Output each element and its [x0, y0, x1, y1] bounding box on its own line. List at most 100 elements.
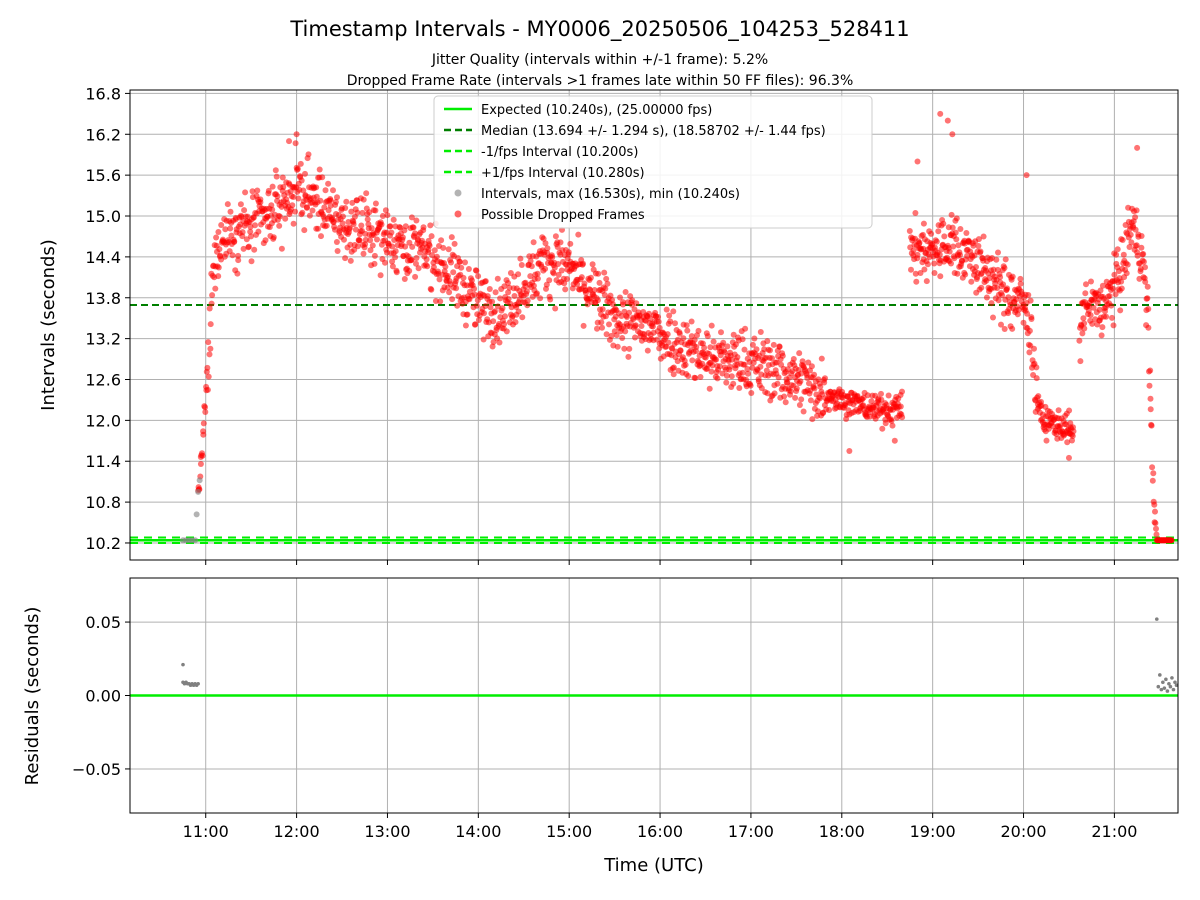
x-tick-label: 15:00: [546, 822, 592, 841]
residuals-points: [181, 617, 1179, 693]
dropped-frame-point: [1148, 422, 1155, 429]
dropped-frame-point: [646, 310, 652, 317]
dropped-frame-point: [953, 215, 960, 222]
dropped-frame-point: [806, 380, 812, 387]
dropped-frame-point: [1145, 324, 1152, 331]
dropped-frame-point: [970, 242, 977, 249]
dropped-frame-point: [352, 226, 359, 233]
dropped-frame-point: [350, 221, 357, 228]
dropped-frame-point: [1111, 271, 1118, 278]
legend-dropped-label: Possible Dropped Frames: [481, 208, 645, 223]
dropped-frame-point: [528, 263, 535, 270]
dropped-frame-point: [254, 187, 261, 194]
dropped-frame-point: [349, 199, 356, 206]
dropped-frame-point: [878, 390, 884, 397]
dropped-frame-point: [305, 151, 312, 158]
dropped-frame-point: [204, 386, 211, 393]
intervals-y-tick-label: 15.6: [85, 166, 121, 185]
residual-point: [1159, 687, 1164, 692]
dropped-frame-point: [1119, 237, 1126, 243]
dropped-frame-point: [1140, 251, 1147, 257]
dropped-frame-point: [334, 194, 340, 201]
dropped-frame-point: [227, 225, 234, 232]
residual-point: [196, 681, 200, 686]
dropped-frame-point: [489, 343, 496, 350]
dropped-frame-point: [426, 242, 433, 249]
dropped-frame-point: [790, 356, 797, 362]
dropped-frame-point: [456, 258, 463, 265]
dropped-frame-point: [866, 413, 873, 420]
dropped-frame-point: [608, 332, 615, 339]
legend-intervals-label: Intervals, max (16.530s), min (10.240s): [481, 187, 740, 202]
dropped-frame-point: [249, 188, 256, 195]
dropped-frame-point: [534, 275, 541, 282]
dropped-frame-point: [764, 338, 771, 345]
residual-point: [1174, 683, 1179, 688]
dropped-frame-point: [589, 261, 596, 268]
dropped-frame-point: [739, 336, 746, 343]
dropped-frame-point: [301, 227, 308, 234]
dropped-frame-point: [322, 187, 329, 194]
dropped-frame-point: [490, 318, 497, 325]
dropped-frame-point: [567, 240, 574, 247]
dropped-frame-point: [581, 280, 588, 287]
dropped-frame-point: [779, 352, 786, 359]
dropped-frame-point: [769, 355, 775, 362]
dropped-frame-point: [245, 243, 252, 250]
dropped-frame-point: [523, 288, 530, 295]
dropped-frame-point: [319, 174, 326, 181]
dropped-frame-point: [482, 303, 489, 309]
dropped-frame-point: [248, 258, 255, 265]
residual-point: [1161, 680, 1165, 685]
dropped-frame-point: [565, 249, 572, 256]
dropped-frame-point: [389, 243, 396, 250]
dropped-frame-point: [656, 324, 663, 331]
dropped-frame-point: [767, 347, 773, 354]
dropped-frame-point: [392, 248, 399, 255]
dropped-frame-point: [620, 301, 626, 308]
dropped-frame-point: [603, 331, 610, 338]
dropped-frame-point: [1109, 314, 1115, 321]
dropped-frame-point: [946, 248, 953, 255]
dropped-frame-point: [262, 237, 269, 244]
dropped-frame-point: [524, 302, 531, 309]
dropped-frame-point: [885, 392, 892, 399]
dropped-frame-point: [601, 269, 608, 276]
dropped-frame-point: [950, 243, 957, 250]
dropped-frame-point: [222, 226, 229, 233]
dropped-frame-point: [366, 209, 373, 216]
dropped-frame-point: [1153, 525, 1159, 532]
dropped-frame-point: [603, 275, 610, 282]
dropped-frame-point: [1098, 332, 1105, 339]
dropped-frame-point: [408, 214, 415, 221]
dropped-frame-point: [897, 403, 904, 410]
dropped-frame-point: [582, 290, 589, 296]
dropped-frame-point: [293, 131, 300, 138]
dropped-frame-point: [655, 314, 662, 320]
dropped-frame-point: [1088, 278, 1094, 285]
x-tick-label: 13:00: [364, 822, 410, 841]
dropped-frame-point: [356, 237, 363, 244]
dropped-frame-point: [899, 414, 906, 421]
dropped-frame-point: [1035, 393, 1042, 400]
dropped-frame-point: [290, 194, 297, 200]
dropped-frame-point: [594, 325, 600, 332]
dropped-frame-point: [250, 214, 257, 221]
dropped-frame-point: [367, 237, 374, 244]
dropped-frame-point: [621, 345, 628, 352]
dropped-frame-point: [530, 282, 537, 289]
dropped-frame-point: [716, 363, 723, 370]
dropped-frame-point: [388, 229, 395, 236]
dropped-frame-point: [747, 382, 754, 389]
intervals-y-tick-label: 15.0: [85, 207, 121, 226]
interval-point: [195, 488, 202, 495]
dropped-frame-point: [609, 301, 616, 308]
dropped-frame-point: [713, 356, 720, 363]
dropped-frame-point: [798, 396, 805, 403]
intervals-y-tick-label: 13.8: [85, 289, 121, 308]
residuals-y-ticks: 0.05 0.00 −0.05: [72, 613, 130, 779]
dropped-frame-point: [719, 370, 726, 377]
interval-point: [192, 537, 199, 544]
dropped-frame-point: [524, 297, 531, 304]
